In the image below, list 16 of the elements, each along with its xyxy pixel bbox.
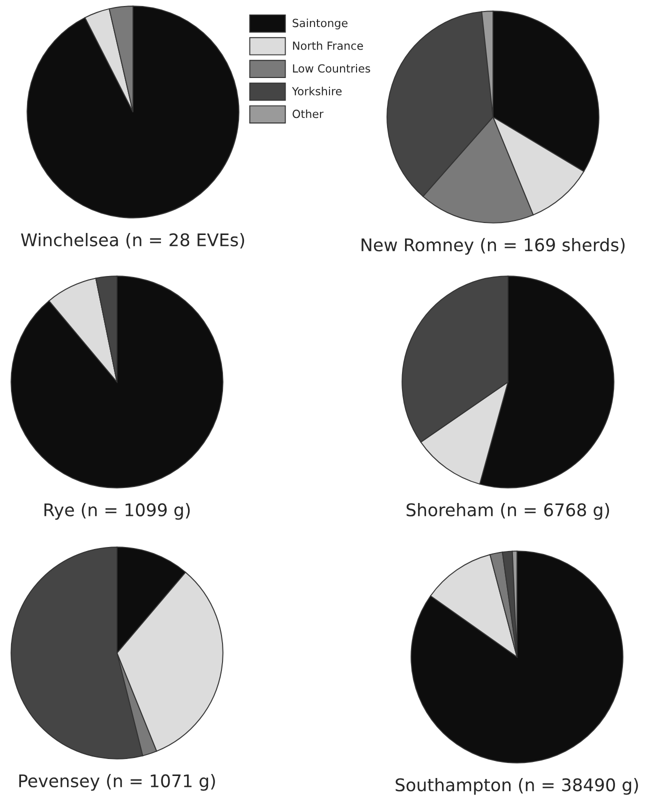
text: Rye (n = 1099 g) xyxy=(44,502,190,520)
text: Winchelsea (n = 28 EVEs) xyxy=(21,232,244,248)
pie-slice xyxy=(410,550,624,764)
text: Pevensey (n = 1071 g) xyxy=(19,774,215,791)
legend-label: Saintonge xyxy=(292,18,348,30)
legend-label: Other xyxy=(292,109,324,118)
legend-label: Low Countries xyxy=(293,64,370,73)
pie-slice xyxy=(430,554,518,658)
pie-slice xyxy=(10,276,224,488)
text: New Romney (n = 169 sherds) xyxy=(362,238,625,255)
pie-slice xyxy=(26,6,240,218)
text: Shoreham (n = 6768 g) xyxy=(406,502,610,520)
legend-label: Yorkshire xyxy=(292,86,342,96)
pie-slice xyxy=(84,8,134,112)
text: Southampton (n = 38490 g) xyxy=(396,778,638,795)
legend-label: North France xyxy=(293,41,363,50)
